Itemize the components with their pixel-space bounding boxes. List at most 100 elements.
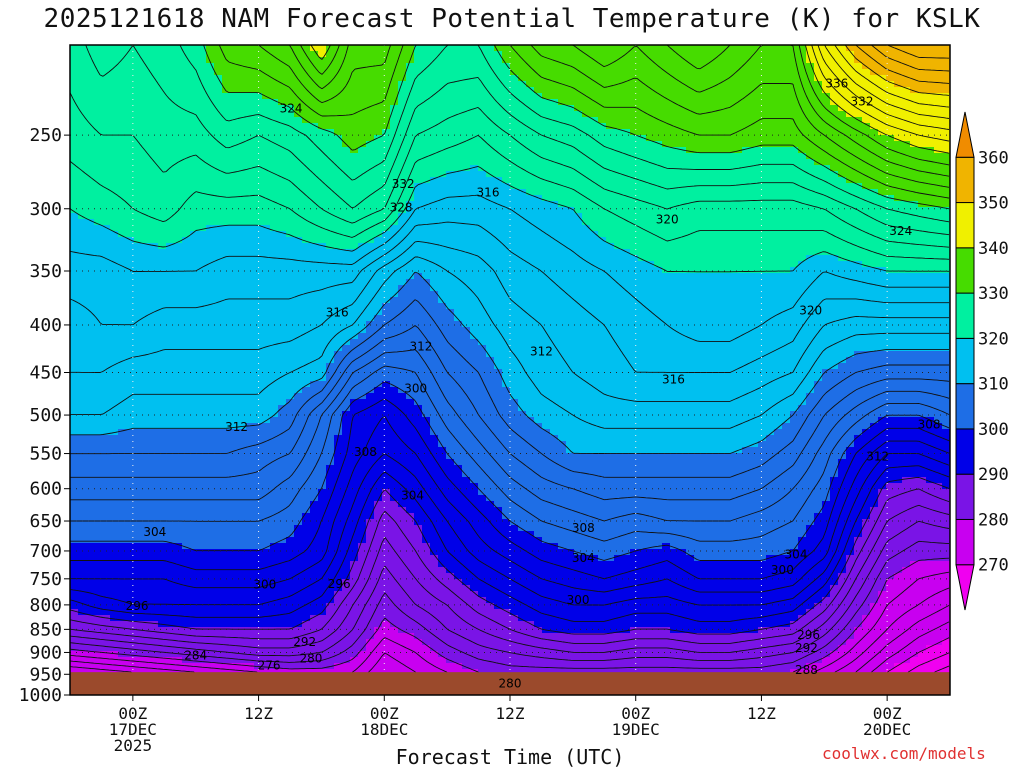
field-cell <box>110 207 119 214</box>
field-cell <box>550 237 559 244</box>
field-cell <box>566 303 575 310</box>
field-cell <box>550 81 559 88</box>
field-cell <box>254 213 263 220</box>
field-cell <box>206 183 215 190</box>
field-cell <box>110 51 119 58</box>
field-cell <box>566 159 575 166</box>
field-cell <box>670 201 679 208</box>
field-cell <box>390 273 399 280</box>
field-cell <box>862 285 871 292</box>
field-cell <box>182 93 191 100</box>
field-cell <box>710 111 719 118</box>
field-cell <box>766 309 775 316</box>
field-cell <box>838 99 847 106</box>
field-cell <box>158 123 167 130</box>
field-cell <box>222 93 231 100</box>
field-cell <box>70 165 79 172</box>
field-cell <box>750 81 759 88</box>
field-cell <box>934 57 943 64</box>
field-cell <box>390 93 399 100</box>
field-cell <box>518 249 527 256</box>
field-cell <box>430 99 439 106</box>
field-cell <box>670 297 679 304</box>
field-cell <box>158 249 167 256</box>
field-cell <box>390 231 399 238</box>
field-cell <box>790 111 799 118</box>
field-cell <box>478 213 487 220</box>
field-cell <box>158 93 167 100</box>
field-cell <box>286 63 295 70</box>
field-cell <box>622 213 631 220</box>
field-cell <box>606 111 615 118</box>
field-cell <box>886 129 895 136</box>
field-cell <box>430 147 439 154</box>
field-cell <box>774 183 783 190</box>
field-cell <box>590 189 599 196</box>
field-cell <box>286 165 295 172</box>
field-cell <box>294 63 303 70</box>
field-cell <box>886 291 895 298</box>
field-cell <box>510 99 519 106</box>
field-cell <box>222 177 231 184</box>
field-cell <box>278 75 287 82</box>
field-cell <box>590 165 599 172</box>
field-cell <box>630 207 639 214</box>
field-cell <box>854 129 863 136</box>
field-cell <box>590 261 599 268</box>
field-cell <box>310 285 319 292</box>
field-cell <box>502 177 511 184</box>
field-cell <box>238 129 247 136</box>
field-cell <box>894 249 903 256</box>
field-cell <box>366 285 375 292</box>
field-cell <box>870 63 879 70</box>
field-cell <box>254 123 263 130</box>
field-cell <box>238 255 247 262</box>
field-cell <box>294 159 303 166</box>
field-cell <box>534 105 543 112</box>
field-cell <box>486 93 495 100</box>
field-cell <box>182 153 191 160</box>
field-cell <box>478 99 487 106</box>
field-cell <box>142 303 151 310</box>
field-cell <box>710 45 719 52</box>
field-cell <box>886 45 895 52</box>
field-cell <box>126 213 135 220</box>
field-cell <box>710 219 719 226</box>
field-cell <box>614 93 623 100</box>
field-cell <box>502 159 511 166</box>
field-cell <box>782 267 791 274</box>
field-cell <box>478 57 487 64</box>
field-cell <box>638 75 647 82</box>
field-cell <box>798 93 807 100</box>
field-cell <box>518 171 527 178</box>
field-cell <box>94 177 103 184</box>
field-cell <box>230 279 239 286</box>
field-cell <box>134 309 143 316</box>
field-cell <box>582 159 591 166</box>
field-cell <box>486 291 495 298</box>
field-cell <box>446 147 455 154</box>
field-cell <box>894 69 903 76</box>
field-cell <box>878 273 887 280</box>
field-cell <box>118 123 127 130</box>
field-cell <box>606 309 615 316</box>
field-cell <box>814 75 823 82</box>
field-cell <box>278 111 287 118</box>
field-cell <box>542 237 551 244</box>
field-cell <box>574 183 583 190</box>
field-cell <box>734 183 743 190</box>
field-cell <box>110 189 119 196</box>
field-cell <box>110 231 119 238</box>
field-cell <box>646 63 655 70</box>
field-cell <box>582 75 591 82</box>
field-cell <box>222 45 231 52</box>
field-cell <box>566 225 575 232</box>
field-cell <box>686 153 695 160</box>
field-cell <box>430 129 439 136</box>
field-cell <box>302 243 311 250</box>
field-cell <box>902 207 911 214</box>
field-cell <box>830 303 839 310</box>
field-cell <box>822 255 831 262</box>
field-cell <box>758 87 767 94</box>
field-cell <box>366 297 375 304</box>
